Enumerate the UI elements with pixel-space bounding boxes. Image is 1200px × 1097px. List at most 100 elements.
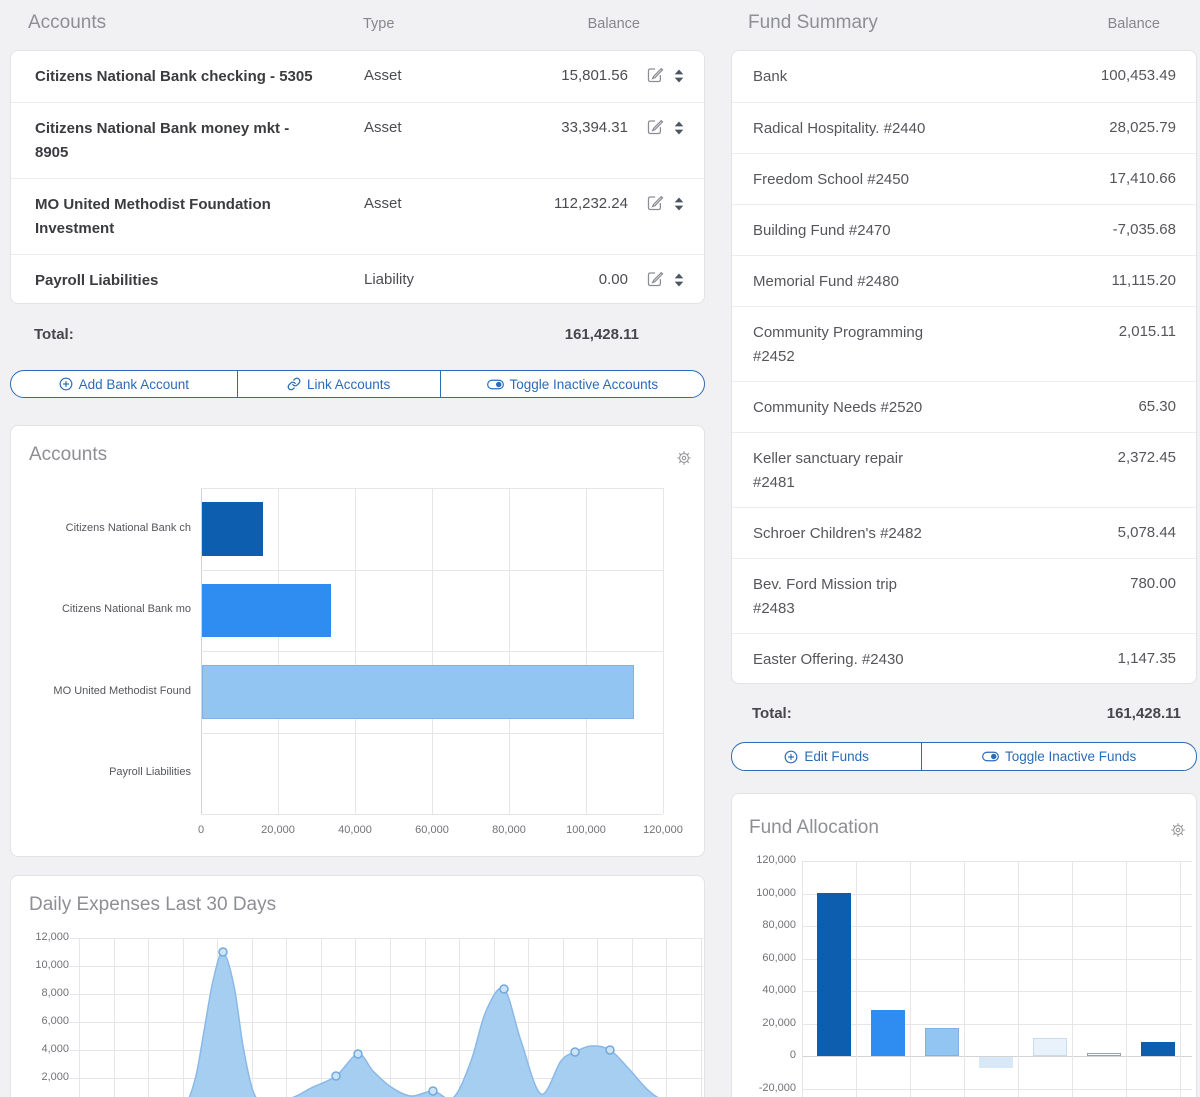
accounts-col-header-type: Type [363,16,395,32]
gridline [802,893,1192,895]
accounts-chart-card: Accounts Citizens National Bank ch Citize… [10,425,705,857]
gridline [597,938,599,1097]
account-name: Payroll Liabilities [35,272,159,289]
fund-total-value: 161,428.11 [1106,705,1181,722]
gridline [286,938,288,1097]
add-bank-account-button[interactable]: Add Bank Account [11,371,238,397]
account-name: Citizens National Bank checking - 5305 [35,68,313,85]
gear-icon[interactable] [1170,822,1186,838]
button-label: Toggle Inactive Funds [1004,749,1137,764]
accounts-total-label: Total: [34,326,74,343]
gridline [802,861,803,1097]
sort-handle-icon[interactable] [674,197,686,216]
gridline [631,938,633,1097]
table-row: Memorial Fund #2480 11,115.20 [732,255,1196,306]
sort-handle-icon[interactable] [674,121,686,140]
gridline [856,861,857,1097]
gridline [251,938,253,1097]
gridline [355,938,357,1097]
axis-tick-label: 12,000 [35,931,69,943]
gear-icon[interactable] [676,450,692,466]
fund-balance: 28,025.79 [1109,119,1176,136]
sort-handle-icon[interactable] [674,273,686,292]
account-bar [202,502,263,556]
gridline [701,938,702,1097]
plus-circle-icon [784,750,798,764]
fund-balance: 2,015.11 [1118,323,1176,340]
fund-bar [1087,1052,1121,1056]
gridline [802,1023,1192,1025]
toggle-icon [486,379,504,390]
account-type: Asset [364,195,402,212]
fund-bar [1033,1037,1067,1056]
gridline [910,861,911,1097]
fund-name: Schroer Children's #2482 [753,525,922,542]
fund-bar [817,892,851,1056]
sort-handle-icon[interactable] [674,69,686,88]
data-point-marker [218,947,228,957]
fund-bar [1141,1041,1175,1056]
gridline [802,958,1192,960]
fund-balance: 17,410.66 [1109,170,1176,187]
fund-balance: 11,115.20 [1111,272,1176,289]
account-name: MO United Methodist Foundation Investmen… [35,196,271,237]
axis-tick-label: 0 [197,824,205,836]
toggle-icon [982,751,999,762]
gridline [666,938,668,1097]
edit-icon[interactable] [647,194,665,216]
toggle-inactive-funds-button[interactable]: Toggle Inactive Funds [922,743,1196,770]
accounts-table-card: Citizens National Bank checking - 5305 As… [10,50,705,304]
gridline [148,938,150,1097]
axis-tick-label: 40,000 [762,984,796,996]
plus-circle-icon [59,377,73,391]
gridline [802,926,1192,927]
expenses-area-series [188,947,659,1097]
gridline [663,488,664,814]
account-bar [202,583,331,637]
gridline [390,938,391,1097]
button-label: Edit Funds [804,749,869,764]
gridline [69,994,703,995]
edit-icon[interactable] [647,118,665,140]
edit-icon[interactable] [647,270,665,292]
gridline [802,991,1192,992]
account-name: Citizens National Bank money mkt - 8905 [35,120,290,161]
table-row: Bev. Ford Mission trip #2483 780.00 [732,558,1196,633]
data-point-marker [499,984,509,994]
edit-icon[interactable] [647,66,665,88]
table-row: Building Fund #2470 -7,035.68 [732,204,1196,255]
gridline [201,732,663,734]
axis-tick-label: 20,000 [762,1016,796,1029]
link-accounts-button[interactable]: Link Accounts [238,371,441,397]
data-point-marker [605,1045,615,1055]
gridline [1126,861,1127,1097]
toggle-inactive-accounts-button[interactable]: Toggle Inactive Accounts [441,371,704,397]
fund-name: Bank [753,68,788,85]
data-point-marker [428,1086,438,1096]
table-row: Payroll Liabilities Liability 0.00 [11,254,704,303]
axis-tick-label: 8,000 [41,987,69,999]
fund-total-label: Total: [752,705,792,722]
edit-funds-button[interactable]: Edit Funds [732,743,923,770]
gridline [562,938,564,1097]
axis-tick-label: 60,000 [415,824,449,836]
axis-tick-label: 120,000 [756,854,796,866]
fund-name: Community Needs #2520 [753,399,923,416]
gridline [69,1078,703,1079]
fund-balance: 780.00 [1130,575,1176,592]
table-row: Keller sanctuary repair #2481 2,372.45 [732,432,1196,507]
axis-category-label: Payroll Liabilities [109,766,191,779]
axis-tick-label: 120,000 [643,824,683,836]
gridline [69,966,703,967]
fund-balance: 65.30 [1138,398,1176,415]
row-actions [647,66,686,88]
axis-tick-label: 40,000 [338,824,372,836]
gridline [1180,861,1181,1097]
gridline [79,938,80,1097]
accounts-section-title: Accounts [28,12,107,33]
account-balance: 0.00 [598,271,628,288]
table-row: Community Programming #2452 2,015.11 [732,306,1196,381]
axis-tick-label: 2,000 [41,1071,69,1083]
accounts-col-header-balance: Balance [587,16,640,32]
fund-balance: 5,078.44 [1117,524,1176,541]
